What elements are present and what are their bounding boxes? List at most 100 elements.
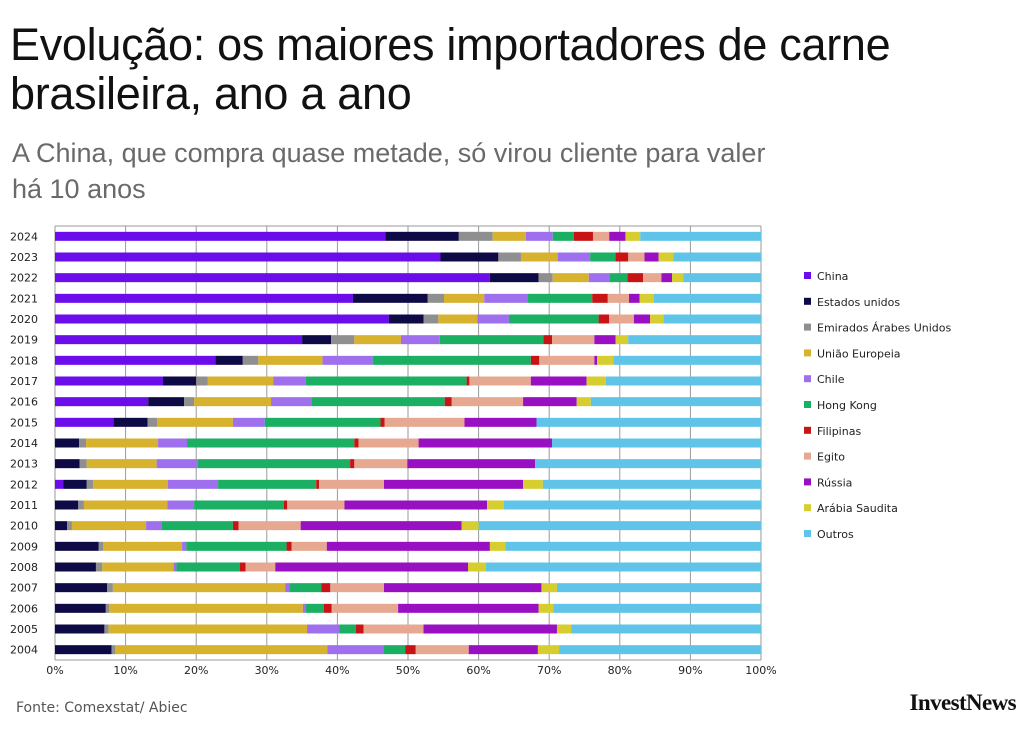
- bar-segment: [557, 252, 591, 262]
- bar-segment: [86, 479, 94, 489]
- bar-segment: [508, 314, 599, 324]
- bar-segment: [398, 603, 539, 613]
- bar-segment: [633, 314, 651, 324]
- bar-segment: [330, 583, 384, 593]
- bar-segment: [597, 355, 614, 365]
- bar-segment: [215, 355, 243, 365]
- x-axis-labels: 0% 10% 20% 30% 40% 50% 60% 70% 80% 90% 100%: [46, 664, 776, 677]
- bar-segment: [264, 417, 381, 427]
- bar-segment: [458, 231, 493, 241]
- legend-label: Filipinas: [817, 425, 861, 438]
- bar-segment: [607, 293, 629, 303]
- y-tick-label: 2024: [10, 230, 38, 243]
- bar-segment: [489, 541, 506, 551]
- bar-segment: [63, 479, 87, 489]
- bar-segment: [67, 521, 72, 531]
- bar-segment: [83, 500, 168, 510]
- bar-segment: [586, 376, 606, 386]
- y-tick-label: 2011: [10, 499, 38, 512]
- bar-segment: [358, 438, 419, 448]
- bar-segment: [78, 500, 84, 510]
- bar-segment: [55, 231, 386, 241]
- bar-segment: [55, 335, 303, 345]
- bar-segment: [415, 645, 469, 655]
- bar-segment: [55, 273, 490, 283]
- bar-segment: [55, 417, 114, 427]
- bar-segment: [663, 314, 761, 324]
- bar-segment: [372, 355, 531, 365]
- bar-segment: [444, 293, 485, 303]
- chart-subtitle: A China, que compra quase metade, só vir…: [12, 138, 766, 204]
- bar-segment: [468, 645, 538, 655]
- bar-segment: [383, 479, 524, 489]
- bar-segment: [239, 562, 246, 572]
- bar-segment: [167, 500, 195, 510]
- bar-segment: [385, 231, 459, 241]
- bar-segment: [355, 624, 364, 634]
- y-tick-label: 2022: [10, 272, 38, 285]
- bar-segment: [615, 252, 629, 262]
- bar-segment: [158, 438, 188, 448]
- bar-segment: [520, 252, 558, 262]
- bar-segment: [628, 335, 761, 345]
- bar-segment: [539, 355, 595, 365]
- y-tick-label: 2008: [10, 561, 38, 574]
- bar-segment: [423, 314, 439, 324]
- bar-segment: [477, 314, 509, 324]
- legend-label: União Europeia: [817, 347, 901, 360]
- bar-segment: [576, 397, 591, 407]
- bar-segment: [196, 376, 208, 386]
- brand-logo: InvestNews: [909, 690, 1017, 715]
- bar-segment: [605, 376, 761, 386]
- bar-segment: [146, 521, 162, 531]
- bar-segment: [609, 273, 628, 283]
- x-tick-label: 30%: [255, 664, 279, 677]
- bar-segment: [238, 521, 301, 531]
- bar-segment: [505, 541, 761, 551]
- bar-segment: [468, 562, 486, 572]
- bar-segment: [383, 583, 542, 593]
- bar-segment: [504, 500, 761, 510]
- bar-segment: [541, 583, 557, 593]
- bar-segment: [672, 273, 684, 283]
- bar-segment: [439, 335, 544, 345]
- bar-segment: [466, 376, 470, 386]
- bar-segment: [287, 500, 345, 510]
- bar-segment: [107, 583, 113, 593]
- y-tick-label: 2010: [10, 520, 38, 533]
- legend-label: Hong Kong: [817, 399, 877, 412]
- y-tick-label: 2013: [10, 458, 38, 471]
- bar-segment: [492, 231, 526, 241]
- bar-segment: [451, 397, 524, 407]
- bar-segment: [559, 645, 761, 655]
- bar-segment: [245, 562, 276, 572]
- bar-segment: [552, 438, 761, 448]
- legend-swatch: [804, 504, 811, 512]
- bar-segment: [354, 438, 359, 448]
- bar-segment: [478, 521, 761, 531]
- bar-segment: [590, 252, 616, 262]
- bar-segment: [339, 624, 356, 634]
- bar-segment: [104, 624, 109, 634]
- bar-segment: [148, 397, 185, 407]
- bar-segment: [55, 438, 80, 448]
- bar-segment: [232, 417, 265, 427]
- bar-segment: [350, 459, 355, 469]
- bar-segment: [232, 521, 239, 531]
- bar-segment: [628, 252, 645, 262]
- legend-label: Rússia: [817, 476, 852, 489]
- bar-segment: [105, 603, 110, 613]
- bar-segment: [258, 355, 323, 365]
- bar-segment: [552, 335, 595, 345]
- bar-segment: [598, 314, 610, 324]
- bar-segment: [156, 459, 198, 469]
- bar-segment: [528, 293, 593, 303]
- bar-segment: [71, 521, 147, 531]
- bar-segment: [271, 397, 312, 407]
- bar-segment: [489, 273, 539, 283]
- bar-segment: [108, 624, 308, 634]
- bar-segment: [323, 603, 332, 613]
- bar-segment: [485, 562, 761, 572]
- bar-segment: [331, 603, 399, 613]
- bar-segment: [553, 603, 761, 613]
